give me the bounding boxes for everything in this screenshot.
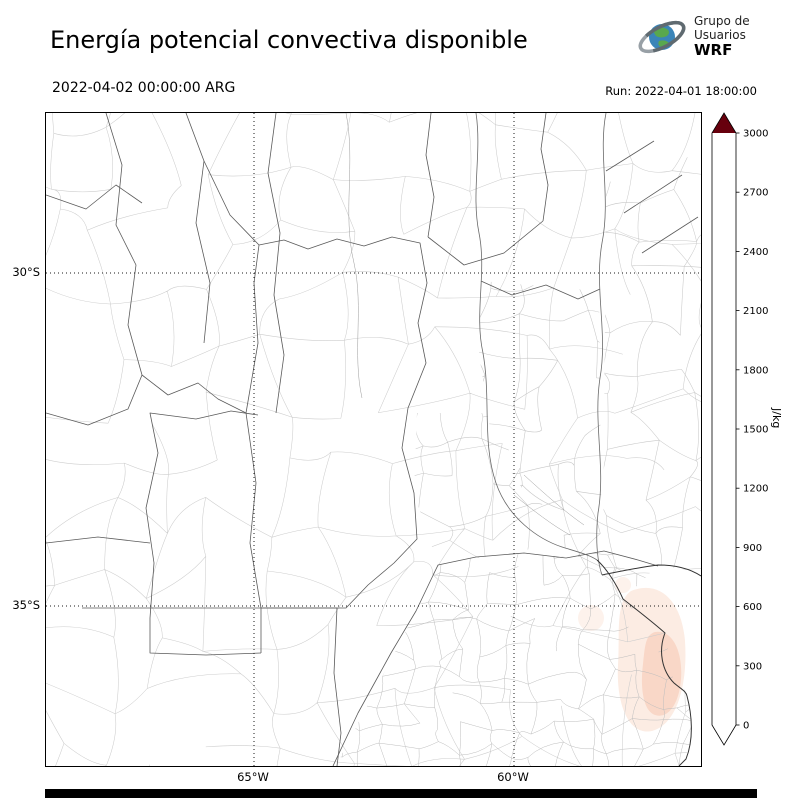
run-time-label: Run: 2022-04-01 18:00:00 xyxy=(605,84,757,98)
logo-line-2: Usuarios xyxy=(694,27,746,42)
colorbar-tick-label: 2700 xyxy=(743,188,768,199)
coastline xyxy=(596,559,701,766)
map-panel xyxy=(45,112,702,767)
map-plot xyxy=(46,113,701,766)
lat-tick-label: 35°S xyxy=(12,598,40,612)
colorbar-under-arrow xyxy=(712,725,736,745)
colorbar-tick-label: 1500 xyxy=(743,425,768,436)
graticule-gridlines xyxy=(46,113,701,766)
colorbar-svg: 0 300 600 900 1200 1500 1800 2100 2400 2700 3000 xyxy=(711,112,768,746)
lat-tick-label: 30°S xyxy=(12,265,40,279)
department-boundaries-mesh xyxy=(603,153,701,575)
colorbar-tick-label: 2400 xyxy=(743,247,768,258)
department-boundaries-mesh xyxy=(414,413,566,565)
figure-title: Energía potencial convectiva disponible xyxy=(50,26,528,54)
colorbar-tick-label: 1800 xyxy=(743,365,768,376)
valid-time-label: 2022-04-02 00:00:00 ARG xyxy=(52,80,236,96)
colorbar-over-arrow xyxy=(712,113,736,133)
lon-tick-label: 60°W xyxy=(497,770,529,784)
colorbar-tick-label: 900 xyxy=(743,543,762,554)
colorbar-tick-label: 3000 xyxy=(743,129,768,140)
department-boundaries-mesh xyxy=(479,281,602,573)
province-borders xyxy=(46,113,701,766)
rivers xyxy=(345,113,607,576)
colorbar-outline xyxy=(711,112,737,746)
logo-line-3: WRF xyxy=(694,40,733,59)
wrf-logo: Grupo de Usuarios WRF xyxy=(636,12,750,60)
colorbar-tick-label: 300 xyxy=(743,661,762,672)
cape-filled-contours xyxy=(578,577,686,732)
colorbar-units-label: J/kg xyxy=(770,408,783,429)
logo-line-1: Grupo de xyxy=(694,13,750,28)
colorbar-tick-label: 2100 xyxy=(743,306,768,317)
colorbar-tick-label: 600 xyxy=(743,602,762,613)
wrf-globe-icon xyxy=(638,20,686,54)
footer-bar xyxy=(45,789,757,798)
department-boundaries-mesh xyxy=(46,113,701,766)
colorbar-tick-label: 0 xyxy=(743,721,749,732)
colorbar: 0 300 600 900 1200 1500 1800 2100 2400 2700 3000 xyxy=(705,110,790,760)
lon-tick-label: 65°W xyxy=(237,770,269,784)
colorbar-tick-label: 1200 xyxy=(743,484,768,495)
wrf-logo-text: Grupo de Usuarios WRF xyxy=(694,14,750,59)
